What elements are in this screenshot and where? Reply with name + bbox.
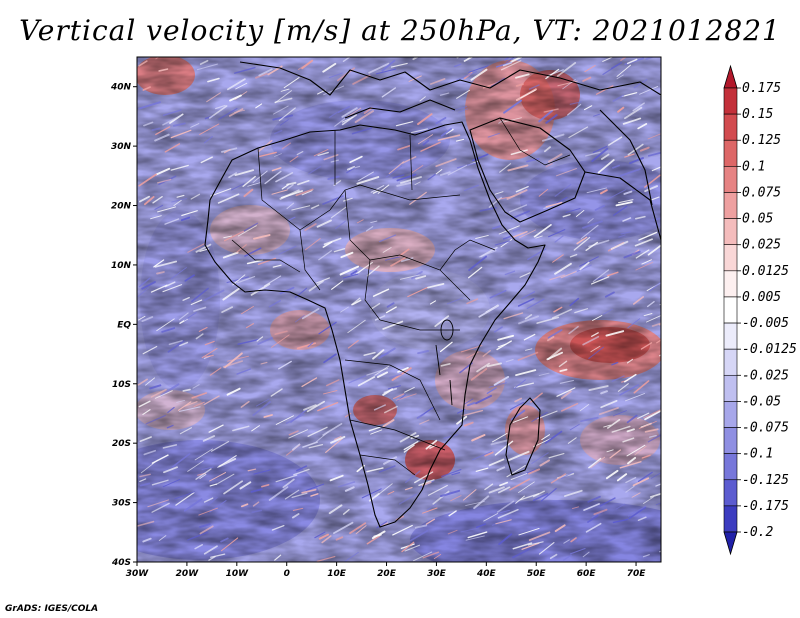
colorbar-label: 0.05 — [742, 212, 773, 227]
colorbar-label: 0.125 — [742, 133, 781, 148]
colorbar-swatch — [723, 348, 738, 376]
colorbar-swatch — [723, 87, 738, 115]
colorbar-swatch — [723, 166, 738, 193]
colorbar-label: 0.175 — [742, 81, 781, 96]
colorbar-swatch — [723, 296, 738, 324]
lat-tick-label: 10S — [112, 380, 131, 390]
colorbar-label: -0.2 — [742, 525, 773, 540]
lon-tick-label: 40E — [476, 569, 497, 579]
colorbar-label: -0.1 — [742, 447, 773, 462]
field-streaks — [137, 57, 661, 562]
lon-tick-label: 70E — [627, 569, 647, 579]
lon-tick-label: 50E — [527, 569, 547, 579]
latitude-axis: 40N 30N 20N 10N EQ 10S 20S 30S 40S — [110, 83, 137, 568]
lat-tick-label: 30N — [111, 142, 132, 152]
plot-title: Vertical velocity [m/s] at 250hPa, VT: 2… — [19, 14, 781, 47]
lat-tick-label: 10N — [111, 261, 132, 271]
colorbar-label: 0.15 — [742, 107, 773, 122]
colorbar-swatch — [723, 113, 738, 141]
colorbar-swatch — [723, 244, 738, 272]
arabia-outline — [469, 117, 586, 223]
colorbar-swatch — [723, 218, 738, 246]
velocity-field-texture — [137, 57, 661, 562]
lon-tick-label: 20W — [176, 569, 200, 579]
colorbar-swatch — [723, 322, 738, 350]
map-frame — [136, 56, 662, 563]
colorbar-label: -0.005 — [742, 316, 789, 331]
colorbar-label: -0.075 — [742, 421, 789, 436]
madagascar-outline — [505, 397, 541, 476]
colorbar-swatch — [723, 374, 738, 402]
colorbar-swatch — [723, 139, 738, 167]
lon-tick-label: 30E — [427, 569, 447, 579]
mediterranean-coast — [344, 99, 456, 119]
lon-tick-label: 10W — [226, 569, 250, 579]
colorbar-label: 0.025 — [742, 238, 781, 253]
colorbar-swatch — [723, 401, 738, 428]
lon-tick-label: 0 — [284, 569, 290, 579]
lakes — [435, 319, 454, 406]
colorbar: 0.175 0.15 0.125 0.1 0.075 0.05 0.025 0.0125 0.0… — [723, 64, 797, 556]
europe-coast — [239, 61, 661, 96]
lat-tick-label: 20S — [112, 439, 131, 449]
lon-tick-label: 10E — [327, 569, 347, 579]
asia-coast — [584, 171, 661, 241]
lon-tick-label: 20E — [377, 569, 397, 579]
colorbar-swatch — [723, 427, 738, 454]
coastlines — [204, 61, 661, 528]
lat-tick-label: 40N — [110, 83, 132, 93]
africa-coastline — [204, 121, 546, 528]
country-borders — [231, 117, 571, 476]
colorbar-label: 0.005 — [742, 290, 781, 305]
lat-tick-label: 20N — [111, 202, 132, 212]
colorbar-swatch — [723, 479, 738, 507]
colorbar-label: 0.075 — [742, 185, 781, 200]
colorbar-label: -0.175 — [742, 499, 789, 514]
map-panel — [137, 57, 661, 562]
lat-tick-label: 30S — [112, 499, 131, 509]
colorbar-swatch — [723, 453, 738, 481]
colorbar-label: -0.125 — [742, 473, 789, 488]
colorbar-label: 0.0125 — [742, 264, 789, 279]
lon-tick-label: 30W — [126, 569, 150, 579]
colorbar-swatch — [723, 505, 738, 533]
colorbar-top-arrow — [723, 64, 738, 89]
longitude-axis: 30W 20W 10W 0 10E 20E 30E 40E 50E 60E 70E — [126, 562, 646, 579]
colorbar-swatch — [723, 270, 738, 298]
colorbar-swatch — [723, 192, 738, 219]
south-asia-coast — [599, 109, 653, 206]
lat-tick-label: EQ — [117, 320, 131, 330]
lat-tick-label: 40S — [111, 558, 131, 568]
colorbar-bottom-arrow — [723, 531, 738, 556]
colorbar-label: -0.0125 — [742, 342, 797, 357]
footer-credit: GrADS: IGES/COLA — [5, 604, 99, 614]
colorbar-label: 0.1 — [742, 159, 765, 174]
lon-tick-label: 60E — [577, 569, 597, 579]
colorbar-label: -0.05 — [742, 394, 781, 409]
colorbar-label: -0.025 — [742, 368, 789, 383]
